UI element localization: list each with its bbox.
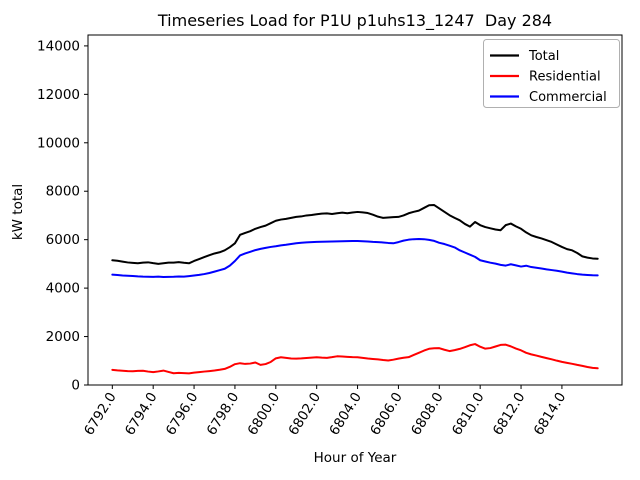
x-tick-label: 6798.0: [204, 390, 243, 439]
x-tick-label: 6812.0: [490, 390, 529, 439]
x-tick-label: 6802.0: [285, 390, 324, 439]
y-tick-label: 12000: [37, 87, 80, 103]
chart-title: Timeseries Load for P1U p1uhs13_1247 Day…: [157, 11, 552, 31]
x-tick-label: 6794.0: [122, 390, 161, 439]
x-tick-label: 6810.0: [449, 390, 488, 439]
axes-box: [87, 34, 623, 386]
x-tick-label: 6814.0: [531, 390, 570, 439]
x-tick-label: 6796.0: [163, 390, 202, 439]
x-tick-label: 6792.0: [81, 390, 120, 439]
x-tick-label: 6808.0: [408, 390, 447, 439]
legend-label-commercial: Commercial: [529, 90, 607, 105]
y-tick-label: 14000: [37, 38, 80, 54]
y-tick-label: 4000: [46, 281, 80, 297]
series-line-residential: [111, 343, 599, 375]
series-line-total: [111, 204, 599, 265]
x-tick-label: 6804.0: [326, 390, 365, 439]
x-axis-label: Hour of Year: [314, 450, 397, 466]
x-tick-label: 6806.0: [367, 390, 406, 439]
series-line-commercial: [111, 237, 599, 278]
legend-label-total: Total: [528, 49, 559, 64]
y-tick-label: 0: [71, 378, 80, 394]
legend-label-residential: Residential: [529, 70, 601, 85]
y-tick-label: 6000: [46, 232, 80, 248]
y-tick-label: 10000: [37, 135, 80, 151]
y-axis-label: kW total: [10, 184, 26, 240]
x-tick-label: 6800.0: [245, 390, 284, 439]
y-tick-label: 2000: [46, 329, 80, 345]
y-tick-label: 8000: [46, 184, 80, 200]
